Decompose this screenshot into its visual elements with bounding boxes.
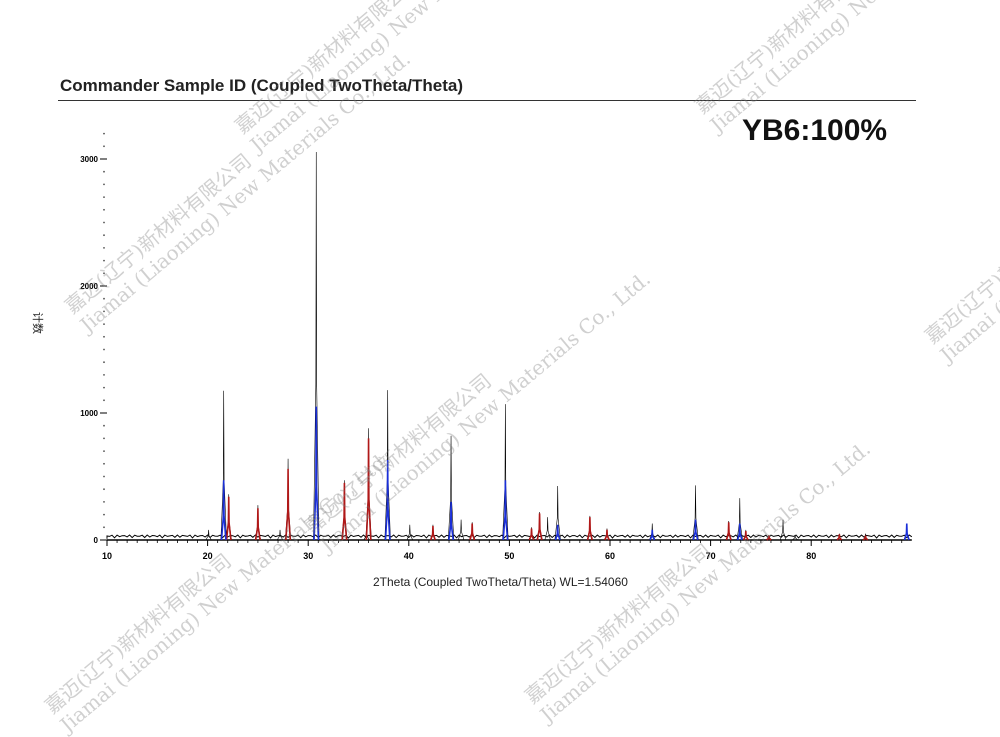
observed-peak	[406, 524, 413, 541]
observed-peak	[220, 390, 227, 541]
red-peak	[225, 496, 232, 541]
blue-peak	[736, 523, 743, 541]
red-peak	[586, 517, 593, 541]
y-tick-label: 2000	[80, 282, 98, 291]
y-minor-tick	[103, 221, 105, 224]
y-minor-tick	[103, 513, 105, 516]
x-axis-label: 2Theta (Coupled TwoTheta/Theta) WL=1.540…	[373, 575, 628, 589]
observed-peak	[502, 404, 509, 541]
blue-peak	[384, 459, 391, 541]
observed-peak	[458, 519, 465, 541]
observed-peak	[205, 529, 212, 541]
red-peak	[725, 522, 732, 541]
blue-peak	[220, 480, 227, 541]
red-peak	[365, 438, 372, 541]
blue-peak	[448, 501, 455, 541]
blue-peak	[649, 529, 656, 541]
y-minor-tick	[103, 386, 105, 389]
blue-peak	[692, 519, 699, 541]
x-tick-label: 20	[203, 551, 213, 561]
y-minor-tick	[103, 259, 105, 262]
red-peak	[285, 468, 292, 541]
y-minor-tick	[103, 272, 105, 275]
red-peak	[766, 535, 772, 541]
x-tick-label: 50	[504, 551, 514, 561]
y-minor-tick	[103, 208, 105, 211]
observed-peak	[692, 485, 699, 541]
chart-title: Commander Sample ID (Coupled TwoTheta/Th…	[60, 76, 463, 95]
x-tick-label: 40	[404, 551, 414, 561]
y-minor-tick	[103, 132, 105, 135]
red-peak	[536, 513, 543, 541]
observed-peak	[736, 498, 743, 541]
red-peak	[341, 482, 348, 541]
observed-peak	[544, 517, 551, 541]
y-minor-tick	[103, 335, 105, 338]
y-minor-tick	[103, 145, 105, 148]
observed-peak	[384, 390, 391, 541]
y-tick-label: 0	[94, 536, 99, 545]
y-tick-label: 3000	[80, 155, 98, 164]
y-minor-tick	[103, 526, 105, 529]
y-minor-tick	[103, 323, 105, 325]
red-peak	[469, 523, 476, 541]
observed-peak	[276, 529, 284, 541]
x-tick-label: 30	[303, 551, 313, 561]
y-minor-tick	[103, 361, 105, 364]
red-peak	[429, 525, 436, 541]
y-minor-tick	[103, 488, 105, 491]
red-peak	[862, 535, 869, 541]
y-minor-tick	[103, 170, 105, 173]
observed-peak	[779, 519, 787, 541]
x-tick-label: 80	[806, 551, 816, 561]
y-minor-tick	[103, 475, 105, 478]
y-minor-tick	[103, 462, 105, 465]
y-minor-tick	[103, 234, 105, 237]
y-tick-label: 1000	[80, 409, 98, 418]
observed-peak	[313, 152, 320, 541]
y-minor-tick	[103, 437, 105, 440]
blue-peak	[313, 406, 320, 541]
phase-annotation: YB6:100%	[742, 114, 888, 147]
y-minor-tick	[103, 348, 105, 351]
red-peak	[604, 529, 610, 541]
xrd-plot: 10 20 30 40 50 60 70 80 0 1000 2000 3000	[80, 132, 913, 561]
y-minor-tick	[103, 310, 105, 313]
y-minor-tick	[103, 399, 105, 402]
y-minor-tick	[103, 297, 105, 300]
y-minor-tick	[103, 247, 105, 249]
blue-peak	[502, 480, 509, 541]
y-minor-tick	[103, 183, 105, 186]
blue-peak	[554, 524, 561, 541]
y-minor-tick	[103, 424, 105, 427]
observed-peak	[447, 435, 455, 541]
blue-peak	[903, 523, 910, 541]
red-peak	[528, 528, 535, 541]
y-minor-tick	[103, 450, 105, 452]
y-minor-tick	[103, 501, 105, 503]
observed-peak	[554, 486, 561, 541]
y-minor-tick	[103, 374, 105, 376]
x-tick-label: 60	[605, 551, 615, 561]
observed-peak	[792, 534, 799, 541]
observed-peak	[649, 523, 656, 541]
red-peak	[254, 508, 261, 541]
x-tick-label: 10	[102, 551, 112, 561]
title-divider	[58, 100, 916, 101]
red-peak	[836, 534, 843, 541]
y-minor-tick	[103, 196, 105, 199]
red-peak	[742, 531, 749, 541]
x-tick-label: 70	[706, 551, 716, 561]
